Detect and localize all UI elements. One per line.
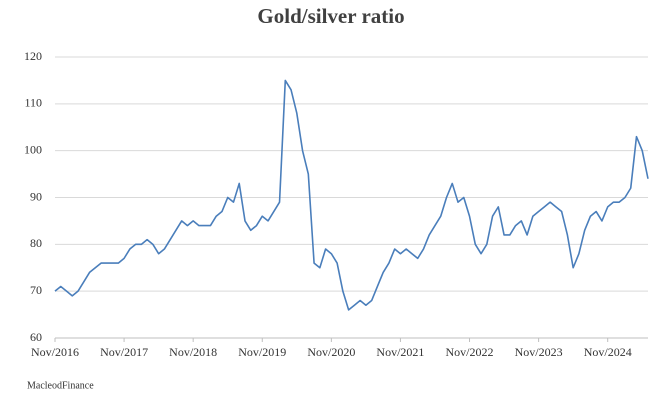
x-tick-label: Nov/2018: [169, 345, 217, 359]
x-tick-label: Nov/2023: [515, 345, 563, 359]
y-tick-label: 120: [24, 49, 42, 63]
x-tick-label: Nov/2022: [446, 345, 494, 359]
footer: MacleodFinance: [27, 380, 94, 391]
x-tick-label: Nov/2021: [376, 345, 424, 359]
chart-title: Gold/silver ratio: [257, 4, 404, 28]
y-tick-label: 90: [30, 189, 42, 203]
y-tick-label: 60: [30, 330, 42, 344]
y-tick-label: 110: [24, 96, 42, 110]
x-tick-label: Nov/2019: [238, 345, 286, 359]
x-tick-label: Nov/2017: [100, 345, 148, 359]
y-tick-label: 70: [30, 283, 42, 297]
y-tick-label: 100: [24, 142, 42, 156]
x-tick-label: Nov/2024: [584, 345, 632, 359]
x-tick-label: Nov/2020: [307, 345, 355, 359]
x-tick-label: Nov/2016: [31, 345, 79, 359]
y-tick-label: 80: [30, 236, 42, 250]
data-line: [54, 79, 649, 311]
